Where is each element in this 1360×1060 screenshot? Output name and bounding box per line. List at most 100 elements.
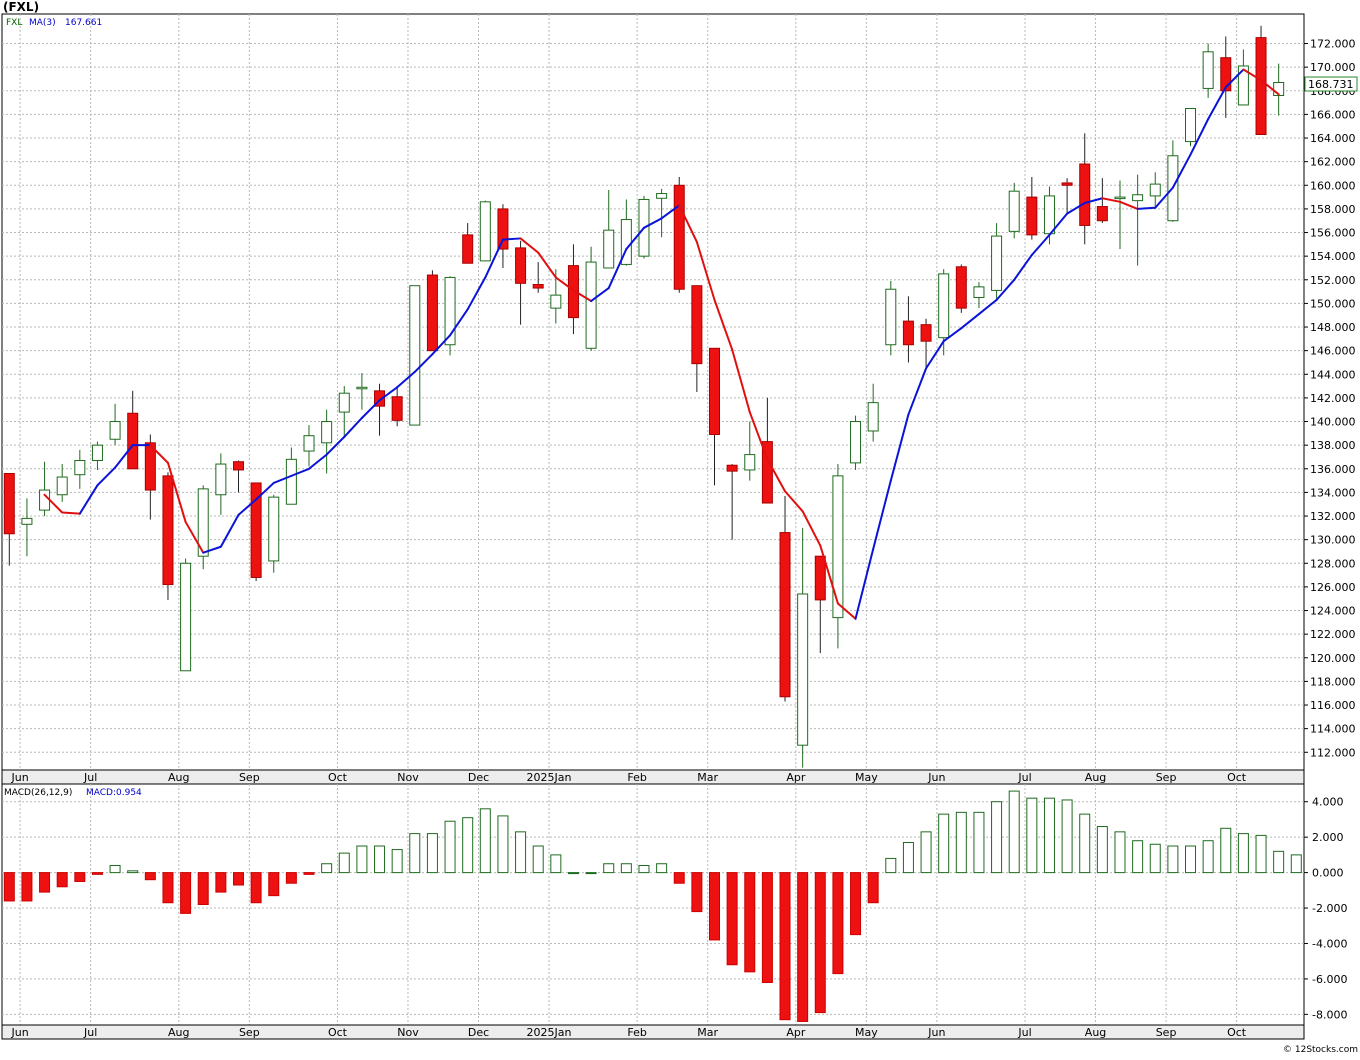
candle bbox=[1026, 177, 1038, 240]
macd-bar bbox=[902, 841, 914, 874]
candle-body bbox=[744, 454, 756, 471]
candle bbox=[426, 270, 438, 352]
price-y-tick-label: 140.000 bbox=[1310, 416, 1356, 429]
candle-body bbox=[1273, 82, 1285, 97]
candle bbox=[920, 318, 932, 368]
candle bbox=[1132, 174, 1144, 266]
price-y-tick-label: 138.000 bbox=[1310, 439, 1356, 452]
price-y-tick-label: 170.000 bbox=[1310, 61, 1356, 74]
month-label: Feb bbox=[627, 1026, 646, 1039]
candle bbox=[973, 282, 985, 309]
macd-bar bbox=[1026, 797, 1038, 874]
macd-bar bbox=[374, 845, 386, 874]
macd-bar bbox=[938, 813, 950, 874]
candle bbox=[850, 415, 862, 470]
month-label: Aug bbox=[168, 1026, 189, 1039]
macd-bar bbox=[39, 872, 51, 893]
candle-body bbox=[374, 390, 386, 407]
ma-segment bbox=[1118, 200, 1139, 210]
candle bbox=[268, 494, 280, 573]
ma-segment bbox=[149, 444, 169, 464]
macd-bar bbox=[1237, 833, 1249, 874]
candle bbox=[885, 280, 897, 356]
candle bbox=[814, 555, 826, 654]
macd-bar bbox=[656, 863, 668, 874]
macd-y-axis: 4.000 2.000 0.000 -2.000 -4.000 -6.000 -8.000 bbox=[1304, 796, 1347, 1021]
ma-segment bbox=[290, 467, 311, 477]
macd-bar bbox=[1008, 790, 1020, 874]
candle-body bbox=[74, 460, 86, 476]
ma-segment bbox=[396, 370, 416, 389]
candle-body bbox=[656, 193, 668, 199]
candle bbox=[709, 347, 720, 486]
macd-bar bbox=[109, 865, 121, 874]
candle bbox=[303, 425, 315, 467]
ma-segment bbox=[484, 238, 504, 279]
price-y-axis: 112.000 114.000 116.000 118.000 120.000 122.0… bbox=[1304, 38, 1356, 759]
candle-body bbox=[1237, 65, 1249, 106]
macd-bar bbox=[585, 872, 597, 875]
candle bbox=[779, 495, 791, 702]
ma-segment bbox=[942, 327, 963, 343]
ma-segment bbox=[431, 334, 452, 356]
macd-bar bbox=[21, 872, 33, 902]
month-axis-top: Jun Jul Aug Sep Oct Nov Dec 2025Jan Feb Mar Apr May… bbox=[1, 769, 1305, 785]
macd-bar bbox=[1149, 843, 1161, 874]
candle-body bbox=[1132, 194, 1144, 202]
macd-bar bbox=[409, 833, 421, 874]
candle-body bbox=[180, 562, 192, 672]
ma-segment bbox=[413, 353, 434, 373]
macd-bar bbox=[356, 845, 368, 874]
candle-body bbox=[409, 285, 421, 426]
macd-bar bbox=[338, 852, 350, 874]
ma-segment bbox=[202, 545, 222, 554]
ma-segment bbox=[255, 481, 275, 501]
candle-body bbox=[920, 324, 932, 342]
candle-body bbox=[885, 288, 897, 346]
macd-bar bbox=[885, 857, 897, 874]
price-y-tick-label: 116.000 bbox=[1310, 699, 1356, 712]
macd-bar bbox=[726, 872, 738, 966]
price-y-tick-label: 146.000 bbox=[1310, 345, 1356, 358]
macd-bar bbox=[91, 872, 103, 875]
ma-segment bbox=[889, 413, 910, 482]
ma-segment bbox=[1189, 118, 1210, 156]
candle bbox=[391, 386, 403, 427]
candle bbox=[127, 390, 139, 470]
candle-body bbox=[232, 461, 244, 471]
macd-bar bbox=[832, 872, 844, 975]
month-label: Mar bbox=[697, 1026, 718, 1039]
candle-body bbox=[127, 412, 139, 470]
price-y-tick-label: 144.000 bbox=[1310, 368, 1356, 381]
candle bbox=[744, 421, 756, 481]
macd-bar bbox=[303, 872, 315, 875]
macd-bar bbox=[1132, 840, 1144, 874]
month-label: 2025Jan bbox=[527, 771, 572, 784]
ma-segment bbox=[78, 484, 99, 515]
macd-bar bbox=[162, 872, 174, 904]
ma-segment bbox=[1136, 206, 1157, 210]
ma-segment bbox=[1242, 68, 1263, 82]
ma-segment bbox=[325, 435, 346, 456]
last-price-tag: 168.731 bbox=[1304, 76, 1358, 92]
month-axis-top-band bbox=[1, 769, 1305, 785]
candle-body bbox=[462, 234, 474, 264]
ma-segment bbox=[1224, 68, 1245, 89]
candle-body bbox=[832, 475, 844, 619]
candle-body bbox=[285, 458, 297, 505]
macd-y-tick-label: -8.000 bbox=[1312, 1008, 1347, 1021]
macd-bar bbox=[638, 865, 650, 874]
macd-bar bbox=[761, 872, 773, 983]
macd-bar bbox=[1255, 834, 1267, 874]
month-label: Feb bbox=[627, 771, 646, 784]
macd-bar bbox=[250, 872, 262, 904]
price-y-tick-label: 154.000 bbox=[1310, 250, 1356, 263]
macd-bar bbox=[797, 872, 809, 1022]
macd-bar bbox=[603, 863, 615, 874]
candle bbox=[321, 409, 333, 474]
ma-segment bbox=[784, 490, 804, 513]
candle-body bbox=[1255, 37, 1267, 135]
price-y-tick-label: 142.000 bbox=[1310, 392, 1356, 405]
macd-y-tick-label: -6.000 bbox=[1312, 973, 1347, 986]
